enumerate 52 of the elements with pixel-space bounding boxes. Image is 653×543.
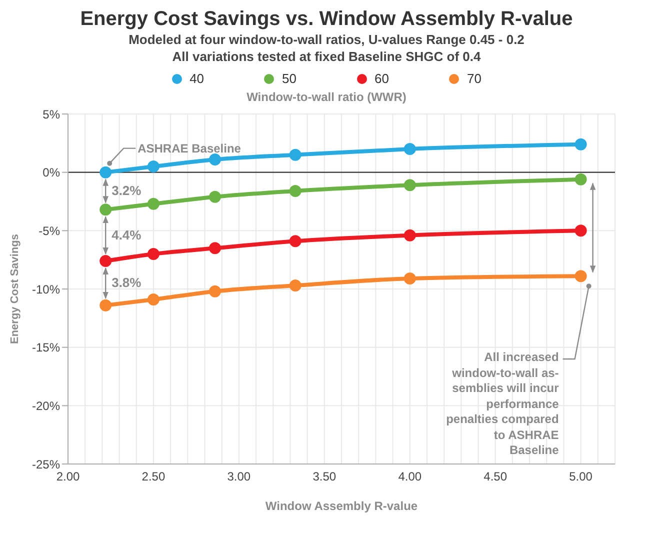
y-tick-label: 0% xyxy=(42,166,60,180)
y-tick-label: -15% xyxy=(32,340,60,355)
point xyxy=(100,166,112,178)
point xyxy=(404,272,416,284)
annotation: ASHRAE Baseline xyxy=(138,141,242,156)
point xyxy=(147,198,160,210)
legend-label: 40 xyxy=(188,71,204,86)
y-tick-label: 5% xyxy=(42,107,60,122)
point xyxy=(209,285,222,298)
x-axis-title: Window Assembly R-value xyxy=(265,499,418,513)
x-tick-label: 5.00 xyxy=(569,470,593,484)
point xyxy=(404,179,416,192)
y-axis-title: Energy Cost Savings xyxy=(8,234,21,344)
point xyxy=(404,143,416,155)
x-tick-label: 3.00 xyxy=(227,470,251,484)
annotation: 3.8% xyxy=(112,275,142,290)
annotation: All increased window-to-wall as-semblies will incur performance penalties compared to ASHRAE Baseline xyxy=(445,350,559,458)
point xyxy=(147,160,160,172)
y-tick-label: -20% xyxy=(32,398,60,413)
legend-label: 70 xyxy=(466,71,482,86)
x-tick-label: 2.00 xyxy=(56,470,80,484)
x-tick-label: 3.50 xyxy=(312,470,336,484)
point xyxy=(100,255,112,267)
point xyxy=(574,138,587,150)
legend-label: 50 xyxy=(281,71,296,86)
point xyxy=(574,270,587,282)
x-tick-label: 4.50 xyxy=(484,470,508,484)
y-tick-label: -10% xyxy=(32,282,60,296)
point xyxy=(209,242,222,254)
legend-label: 60 xyxy=(374,71,389,86)
point xyxy=(100,204,112,216)
y-tick-label: -25% xyxy=(32,457,60,472)
y-tick-label: -5% xyxy=(38,224,60,238)
point xyxy=(289,235,302,248)
point xyxy=(209,190,222,203)
x-tick-label: 2.50 xyxy=(142,470,166,484)
annotation: 3.2% xyxy=(112,183,142,198)
point xyxy=(289,148,302,161)
point xyxy=(574,224,587,237)
x-tick-label: 4.00 xyxy=(398,470,422,484)
point xyxy=(147,294,160,306)
point xyxy=(100,299,112,312)
chart-title: Energy Cost Savings vs. Window Assembly R-value xyxy=(79,8,574,31)
point xyxy=(404,229,416,242)
annotation: 4.4% xyxy=(112,227,142,242)
point xyxy=(147,248,160,260)
point xyxy=(289,280,302,292)
chart-subtitle: Modeled at four window-to-wall ratios, U-values Range 0.45 - 0.2 All variations tested at fixed Baseline SHGC of 0.4 xyxy=(128,31,526,65)
legend-title: Window-to-wall ratio (WWR) xyxy=(246,90,408,104)
point xyxy=(289,185,302,197)
point xyxy=(574,173,587,186)
point xyxy=(209,154,222,166)
